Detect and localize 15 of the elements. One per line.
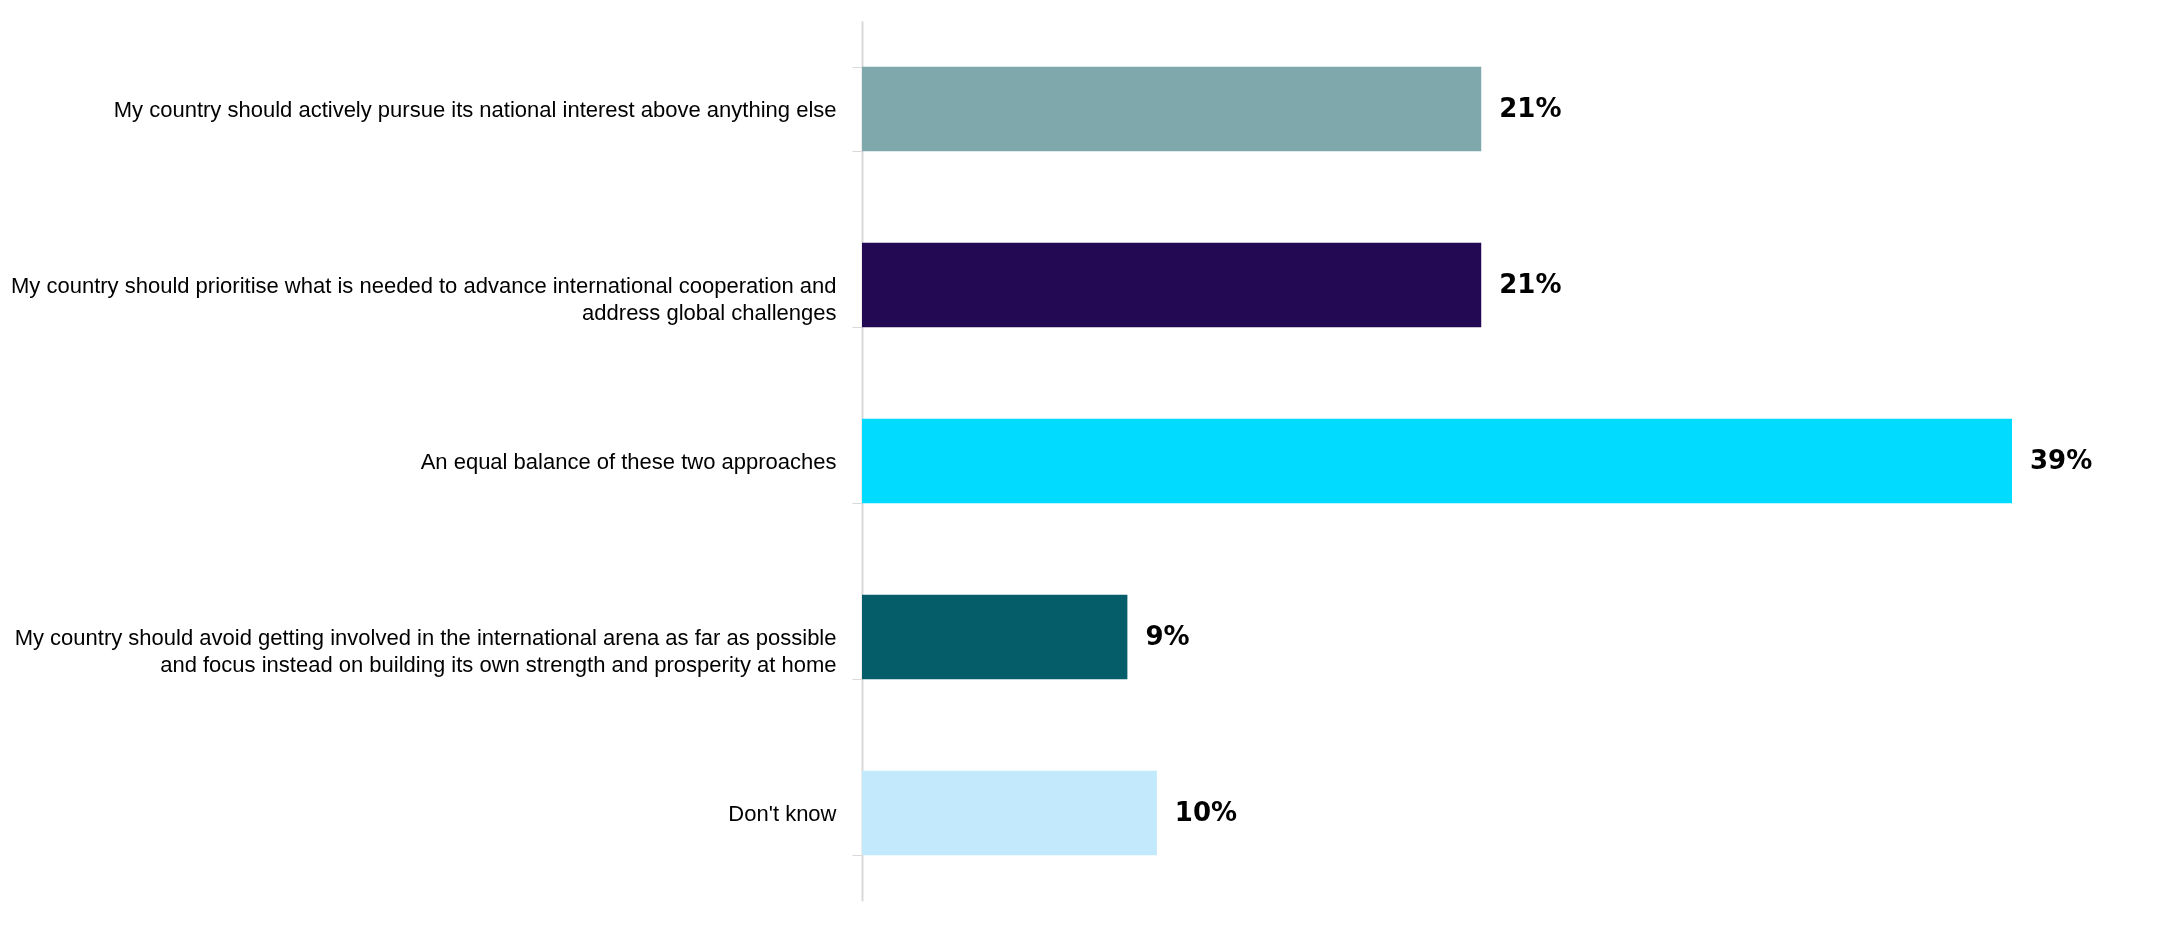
y-tick-label: My country should avoid getting involved in the international arena as far as possible and focus instead on building its own strength and prosperity at home: [14, 624, 837, 677]
y-tick-label: Don't know: [728, 800, 837, 826]
bar: [862, 594, 1128, 680]
data-label: 39%: [2030, 445, 2093, 475]
bar: [862, 242, 1482, 328]
y-tick-label: My country should prioritise what is needed to advance international cooperation and address global challenges: [10, 272, 837, 325]
y-tick-label: An equal balance of these two approaches: [420, 448, 837, 474]
bar: [862, 66, 1482, 152]
bar: [862, 418, 2012, 504]
y-tick-label: My country should actively pursue its national interest above anything else: [113, 96, 837, 122]
bar: [862, 770, 1157, 856]
data-label: 10%: [1174, 797, 1238, 827]
data-label: 9%: [1145, 621, 1190, 651]
data-label: 21%: [1499, 269, 1562, 299]
data-label: 21%: [1499, 93, 1562, 123]
